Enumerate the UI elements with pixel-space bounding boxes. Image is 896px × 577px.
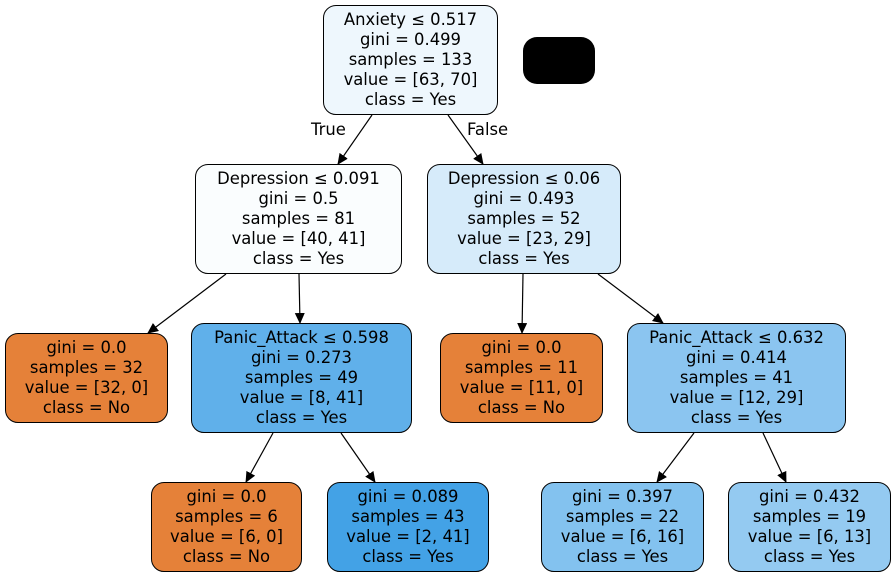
tree-edge-n4-n7	[245, 432, 274, 483]
tree-node-n9: gini = 0.397 samples = 22 value = [6, 16] c…	[541, 482, 704, 572]
tree-node-line: class = Yes	[763, 547, 856, 566]
tree-node-line: value = [8, 41]	[239, 388, 364, 407]
tree-node-line: gini = 0.432	[759, 487, 860, 506]
tree-node-line: gini = 0.5	[258, 189, 339, 208]
tree-node-line: gini = 0.493	[473, 189, 575, 208]
tree-node-line: samples = 19	[752, 507, 867, 526]
tree-node-line: class = No	[42, 398, 131, 417]
tree-node-line: samples = 11	[464, 358, 579, 377]
tree-node-line: gini = 0.0	[46, 338, 127, 357]
tree-node-n3: gini = 0.0 samples = 32 value = [32, 0] cla…	[5, 333, 168, 423]
tree-node-line: value = [6, 16]	[560, 527, 685, 546]
tree-node-n2: Depression ≤ 0.06 gini = 0.493 samples = 5…	[427, 164, 621, 274]
tree-node-line: samples = 52	[467, 209, 581, 228]
tree-node-n4: Panic_Attack ≤ 0.598 gini = 0.273 samples …	[191, 323, 412, 433]
tree-node-line: gini = 0.397	[572, 487, 673, 506]
tree-node-line: Panic_Attack ≤ 0.632	[649, 328, 824, 347]
tree-node-line: value = [32, 0]	[24, 378, 149, 397]
tree-node-line: Panic_Attack ≤ 0.598	[214, 328, 389, 347]
tree-node-line: samples = 49	[244, 368, 359, 387]
tree-node-line: value = [23, 29]	[457, 229, 591, 248]
tree-edge-n4-n8	[340, 432, 376, 483]
tree-node-n0: Anxiety ≤ 0.517 gini = 0.499 samples = 133…	[323, 5, 498, 115]
tree-node-line: samples = 6	[175, 507, 278, 526]
tree-node-line: samples = 81	[241, 209, 356, 228]
tree-node-line: Anxiety ≤ 0.517	[343, 10, 478, 29]
tree-node-line: class = No	[477, 398, 566, 417]
tree-node-line: gini = 0.089	[357, 487, 459, 506]
tree-node-line: samples = 43	[351, 507, 465, 526]
tree-node-line: value = [6, 13]	[747, 527, 872, 546]
tree-node-line: gini = 0.0	[186, 487, 267, 506]
tree-node-line: value = [2, 41]	[346, 527, 470, 546]
tree-node-line: gini = 0.0	[481, 338, 562, 357]
tree-node-n6: Panic_Attack ≤ 0.632 gini = 0.414 samples …	[627, 323, 846, 433]
tree-edge-n6-n10	[762, 432, 787, 483]
tree-node-n10: gini = 0.432 samples = 19 value = [6, 13] c…	[728, 482, 891, 572]
tree-edge-n2-n5	[517, 273, 528, 334]
tree-node-line: value = [12, 29]	[669, 388, 804, 407]
tree-node-line: Depression ≤ 0.06	[447, 169, 601, 188]
tree-node-line: class = Yes	[478, 249, 570, 268]
tree-node-line: Depression ≤ 0.091	[217, 169, 380, 188]
tree-node-line: gini = 0.499	[360, 30, 461, 49]
tree-edge-n1-n4	[294, 273, 305, 324]
redacted-legend-box	[523, 37, 595, 84]
tree-node-n5: gini = 0.0 samples = 11 value = [11, 0] cla…	[440, 333, 603, 423]
tree-node-line: samples = 32	[29, 358, 144, 377]
tree-edge-n6-n9	[656, 432, 695, 483]
tree-node-line: class = Yes	[252, 249, 345, 268]
tree-node-line: class = Yes	[255, 408, 348, 427]
tree-node-line: samples = 22	[565, 507, 680, 526]
tree-node-line: value = [6, 0]	[170, 527, 283, 546]
tree-node-line: value = [40, 41]	[231, 229, 366, 248]
edge-label-false: False	[467, 120, 509, 139]
tree-node-line: class = Yes	[690, 408, 783, 427]
tree-node-line: class = Yes	[364, 90, 457, 109]
tree-node-n8: gini = 0.089 samples = 43 value = [2, 41] c…	[327, 482, 489, 572]
tree-node-line: class = Yes	[362, 547, 454, 566]
tree-edge-n0-n2	[447, 114, 484, 165]
tree-node-line: value = [63, 70]	[343, 70, 478, 89]
tree-edge-n0-n1	[337, 114, 373, 165]
tree-node-line: samples = 133	[348, 50, 473, 69]
tree-node-line: samples = 41	[679, 368, 794, 387]
tree-edge-n1-n3	[147, 273, 227, 334]
tree-node-line: gini = 0.414	[686, 348, 787, 367]
edge-label-true: True	[311, 120, 346, 139]
tree-node-line: class = Yes	[576, 547, 669, 566]
tree-node-n7: gini = 0.0 samples = 6 value = [6, 0] class…	[151, 482, 302, 572]
tree-node-line: value = [11, 0]	[459, 378, 584, 397]
tree-edge-n2-n6	[597, 273, 664, 324]
tree-node-line: gini = 0.273	[251, 348, 352, 367]
tree-node-n1: Depression ≤ 0.091 gini = 0.5 samples = 81…	[195, 164, 402, 274]
tree-node-line: class = No	[182, 547, 271, 566]
